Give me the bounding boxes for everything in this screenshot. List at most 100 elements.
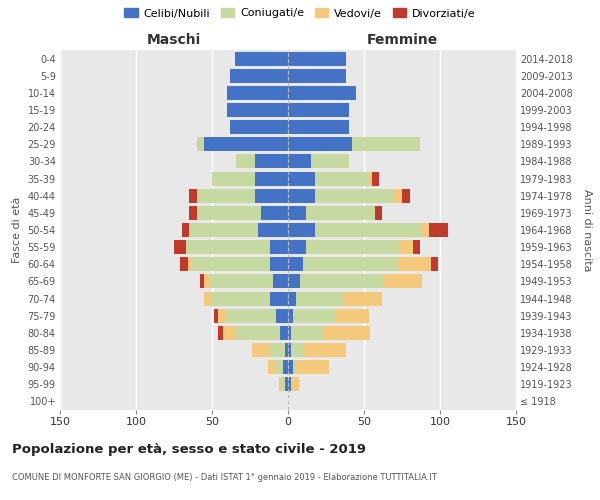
Bar bbox=[402, 188, 410, 202]
Bar bbox=[288, 86, 356, 100]
Bar bbox=[218, 326, 223, 340]
Bar bbox=[197, 206, 260, 220]
Bar bbox=[254, 188, 288, 202]
Bar bbox=[188, 258, 191, 272]
Bar bbox=[397, 258, 431, 272]
Bar bbox=[368, 172, 371, 185]
Bar bbox=[288, 274, 300, 288]
Bar bbox=[371, 172, 379, 185]
Bar bbox=[288, 292, 296, 306]
Bar bbox=[288, 258, 303, 272]
Bar bbox=[285, 343, 288, 357]
Bar bbox=[288, 206, 306, 220]
Bar bbox=[288, 103, 349, 117]
Bar bbox=[268, 360, 276, 374]
Bar bbox=[303, 258, 397, 272]
Bar bbox=[270, 240, 288, 254]
Bar bbox=[180, 258, 188, 272]
Bar bbox=[288, 120, 349, 134]
Bar bbox=[227, 103, 288, 117]
Bar bbox=[288, 154, 311, 168]
Bar bbox=[316, 188, 394, 202]
Bar bbox=[230, 68, 288, 82]
Bar bbox=[288, 52, 346, 66]
Bar bbox=[236, 154, 254, 168]
Bar bbox=[214, 308, 218, 322]
Bar bbox=[335, 308, 368, 322]
Bar bbox=[270, 258, 288, 272]
Bar bbox=[254, 172, 288, 185]
Bar bbox=[270, 343, 285, 357]
Bar bbox=[276, 360, 283, 374]
Bar bbox=[306, 240, 400, 254]
Bar bbox=[279, 378, 282, 392]
Bar bbox=[400, 240, 413, 254]
Bar bbox=[288, 172, 316, 185]
Bar bbox=[296, 360, 329, 374]
Bar bbox=[285, 378, 288, 392]
Bar bbox=[197, 188, 254, 202]
Bar bbox=[374, 206, 382, 220]
Bar bbox=[276, 308, 288, 322]
Bar bbox=[251, 343, 270, 357]
Bar bbox=[191, 258, 270, 272]
Bar bbox=[186, 240, 270, 254]
Bar bbox=[288, 308, 293, 322]
Bar bbox=[288, 240, 306, 254]
Bar bbox=[311, 154, 349, 168]
Bar bbox=[189, 206, 197, 220]
Bar bbox=[316, 223, 422, 237]
Bar bbox=[235, 326, 280, 340]
Bar bbox=[205, 274, 209, 288]
Bar bbox=[296, 292, 344, 306]
Bar bbox=[288, 188, 316, 202]
Bar bbox=[223, 326, 235, 340]
Bar bbox=[260, 206, 288, 220]
Bar bbox=[352, 138, 420, 151]
Bar bbox=[303, 343, 346, 357]
Bar bbox=[413, 240, 420, 254]
Bar bbox=[197, 138, 205, 151]
Bar bbox=[182, 223, 189, 237]
Bar bbox=[291, 326, 325, 340]
Bar bbox=[230, 120, 288, 134]
Bar bbox=[344, 292, 382, 306]
Bar bbox=[394, 188, 402, 202]
Bar bbox=[288, 378, 291, 392]
Bar bbox=[282, 378, 285, 392]
Bar bbox=[288, 223, 316, 237]
Y-axis label: Anni di nascita: Anni di nascita bbox=[583, 188, 592, 271]
Bar bbox=[316, 172, 368, 185]
Bar bbox=[384, 274, 422, 288]
Legend: Celibi/Nubili, Coniugati/e, Vedovi/e, Divorziati/e: Celibi/Nubili, Coniugati/e, Vedovi/e, Di… bbox=[124, 8, 476, 18]
Text: Femmine: Femmine bbox=[367, 32, 437, 46]
Bar bbox=[205, 138, 288, 151]
Bar bbox=[270, 292, 288, 306]
Bar bbox=[254, 154, 288, 168]
Bar bbox=[189, 223, 257, 237]
Y-axis label: Fasce di età: Fasce di età bbox=[12, 197, 22, 263]
Bar bbox=[431, 258, 439, 272]
Bar bbox=[200, 274, 205, 288]
Bar bbox=[300, 274, 384, 288]
Bar bbox=[283, 360, 288, 374]
Bar bbox=[288, 68, 346, 82]
Bar bbox=[174, 240, 186, 254]
Bar bbox=[273, 274, 288, 288]
Bar bbox=[235, 52, 288, 66]
Text: COMUNE DI MONFORTE SAN GIORGIO (ME) - Dati ISTAT 1° gennaio 2019 - Elaborazione : COMUNE DI MONFORTE SAN GIORGIO (ME) - Da… bbox=[12, 472, 437, 482]
Bar bbox=[227, 86, 288, 100]
Bar bbox=[218, 308, 226, 322]
Bar bbox=[280, 326, 288, 340]
Bar bbox=[306, 206, 374, 220]
Bar bbox=[291, 343, 303, 357]
Bar bbox=[325, 326, 370, 340]
Bar bbox=[288, 326, 291, 340]
Bar bbox=[288, 343, 291, 357]
Text: Maschi: Maschi bbox=[147, 32, 201, 46]
Bar bbox=[430, 223, 448, 237]
Bar bbox=[293, 308, 335, 322]
Bar bbox=[189, 188, 197, 202]
Text: Popolazione per età, sesso e stato civile - 2019: Popolazione per età, sesso e stato civil… bbox=[12, 442, 366, 456]
Bar bbox=[293, 360, 296, 374]
